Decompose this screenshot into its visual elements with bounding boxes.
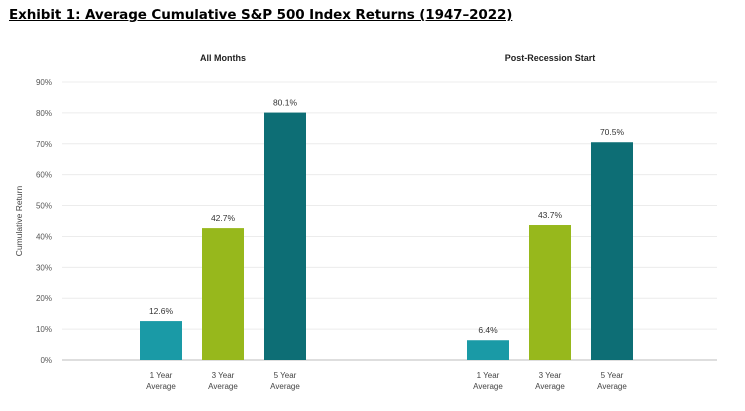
exhibit-title: Exhibit 1: Average Cumulative S&P 500 In…	[9, 7, 513, 23]
panel-title: All Months	[200, 53, 246, 63]
panel-title: Post-Recession Start	[505, 53, 596, 63]
y-tick-label: 50%	[36, 202, 52, 211]
x-tick-label: 1 Year	[150, 371, 173, 380]
bar	[202, 228, 244, 360]
x-tick-label: 3 Year	[212, 371, 235, 380]
y-tick-label: 0%	[40, 356, 52, 365]
bar-value-label: 12.6%	[149, 306, 174, 316]
x-tick-label: Average	[535, 382, 565, 391]
panel: All Months 12.6% 1 Year Average 42.7% 3 Year A…	[140, 53, 306, 391]
y-tick-label: 20%	[36, 294, 52, 303]
bar-value-label: 42.7%	[211, 213, 236, 223]
x-tick-label: Average	[208, 382, 238, 391]
bar	[529, 225, 571, 360]
panel: Post-Recession Start 6.4% 1 Year Average 43.…	[467, 53, 633, 391]
chart-panels: All Months 12.6% 1 Year Average 42.7% 3 Year A…	[140, 53, 633, 391]
x-tick-label: Average	[597, 382, 627, 391]
y-tick-label: 60%	[36, 171, 52, 180]
y-tick-label: 70%	[36, 140, 52, 149]
x-tick-label: 5 Year	[601, 371, 624, 380]
bar	[264, 112, 306, 360]
bar	[140, 321, 182, 360]
y-axis-label: Cumulative Return	[14, 186, 24, 257]
y-tick-label: 30%	[36, 263, 52, 272]
x-tick-label: Average	[146, 382, 176, 391]
y-tick-label: 90%	[36, 78, 52, 87]
x-tick-label: 5 Year	[274, 371, 297, 380]
x-tick-label: Average	[473, 382, 503, 391]
bar	[591, 142, 633, 360]
y-tick-label: 40%	[36, 232, 52, 241]
bar-value-label: 80.1%	[273, 98, 298, 108]
y-tick-label: 80%	[36, 109, 52, 118]
x-tick-label: 3 Year	[539, 371, 562, 380]
bar-value-label: 70.5%	[600, 127, 625, 137]
bar-value-label: 43.7%	[538, 210, 563, 220]
x-tick-label: 1 Year	[477, 371, 500, 380]
bar	[467, 340, 509, 360]
x-tick-label: Average	[270, 382, 300, 391]
y-tick-label: 10%	[36, 325, 52, 334]
y-axis: 0% 10% 20% 30% 40% 50% 60% 70% 80% 90%	[36, 78, 52, 365]
bar-value-label: 6.4%	[478, 325, 498, 335]
